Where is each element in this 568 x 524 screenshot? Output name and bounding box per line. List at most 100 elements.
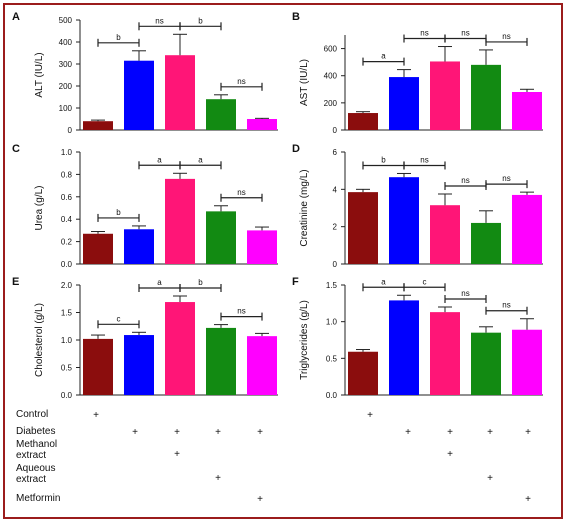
sig-label: b	[198, 278, 203, 287]
treatment-plus-mark: +	[487, 427, 493, 438]
panel-letter: A	[12, 11, 20, 23]
treatment-label-line: extract	[16, 474, 47, 485]
y-axis-label: Urea (g/L)	[34, 185, 45, 230]
treatment-plus-mark: +	[525, 427, 531, 438]
bar	[348, 192, 378, 264]
treatment-row-label: Methanol extract	[16, 439, 57, 461]
y-tick-label: 600	[324, 45, 338, 54]
y-tick-label: 1.0	[61, 148, 73, 157]
treatment-label-line: extract	[16, 450, 47, 461]
sig-label: a	[381, 277, 386, 286]
panel-letter: B	[292, 11, 300, 23]
bar	[247, 119, 277, 130]
sig-label: a	[198, 155, 203, 164]
bar	[512, 329, 542, 395]
bar	[124, 335, 154, 395]
sig-label: b	[116, 208, 121, 217]
treatment-label-line: Aqueous	[16, 463, 56, 474]
sig-label: b	[116, 33, 121, 42]
treatment-plus-mark: +	[525, 494, 531, 505]
y-tick-label: 0	[333, 126, 338, 135]
panel-letter: D	[292, 143, 300, 155]
treatment-row-label: Diabetes	[16, 426, 56, 437]
y-tick-label: 0.0	[61, 391, 73, 400]
y-tick-label: 6	[333, 148, 338, 157]
panel-f: F 0.0 0.5 1.0 1.5 Triglycerides (g/L) a c ns ns	[292, 276, 543, 400]
sig-label: a	[157, 278, 162, 287]
sig-label: ns	[502, 32, 510, 41]
bar	[206, 211, 236, 264]
y-tick-label: 0.8	[61, 170, 73, 179]
sig-label: c	[117, 314, 121, 323]
sig-label: ns	[155, 16, 163, 25]
y-tick-label: 300	[59, 60, 73, 69]
y-tick-label: 0.0	[61, 260, 73, 269]
y-tick-label: 2.0	[61, 281, 73, 290]
y-tick-label: 0.4	[61, 215, 73, 224]
treatment-label-line: Methanol	[16, 439, 58, 450]
bar	[83, 338, 113, 395]
treatment-plus-mark: +	[257, 494, 263, 505]
bar	[471, 64, 501, 130]
treatment-plus-mark: +	[93, 410, 99, 421]
y-axis-label: AST (IU/L)	[299, 59, 310, 106]
sig-label: ns	[420, 155, 428, 164]
bar	[430, 61, 460, 130]
bar	[83, 233, 113, 264]
y-tick-label: 0.2	[61, 238, 73, 247]
y-tick-label: 0.6	[61, 193, 73, 202]
bar	[389, 77, 419, 130]
sig-label: a	[381, 52, 386, 61]
y-tick-label: 200	[324, 99, 338, 108]
y-tick-label: 0.0	[326, 391, 338, 400]
y-tick-label: 1.0	[61, 336, 73, 345]
panel-a: A 0 100 200 300 400 500 ALT (IU/L) b ns b ns	[12, 11, 278, 135]
panel-letter: C	[12, 143, 20, 155]
sig-label: ns	[502, 301, 510, 310]
y-tick-label: 100	[59, 104, 73, 113]
y-tick-label: 400	[324, 72, 338, 81]
bar	[512, 194, 542, 264]
bar	[389, 300, 419, 395]
y-tick-label: 0.5	[326, 354, 338, 363]
bar	[165, 302, 195, 395]
y-axis-label: Triglycerides (g/L)	[299, 300, 310, 380]
y-axis-label: Creatinine (mg/L)	[299, 169, 310, 246]
panel-e: E 0.0 0.5 1.0 1.5 2.0 Cholesterol (g/L) c a b ns	[12, 276, 278, 400]
sig-label: ns	[461, 176, 469, 185]
y-tick-label: 0.5	[61, 364, 73, 373]
sig-label: ns	[461, 289, 469, 298]
bar	[348, 113, 378, 130]
treatment-plus-mark: +	[215, 427, 221, 438]
sig-label: c	[423, 277, 427, 286]
sig-label: b	[198, 16, 203, 25]
bar	[247, 336, 277, 395]
y-tick-label: 1.0	[326, 318, 338, 327]
panel-b: B 0 200 400 600 AST (IU/L) a ns ns ns	[292, 11, 543, 135]
y-tick-label: 0	[333, 260, 338, 269]
y-tick-label: 0	[68, 126, 73, 135]
panel-c: C 0.0 0.2 0.4 0.6 0.8 1.0 Urea (g/L) b a a ns	[12, 143, 278, 269]
y-tick-label: 1.5	[326, 281, 338, 290]
bar	[471, 332, 501, 395]
y-tick-label: 400	[59, 38, 73, 47]
y-tick-label: 4	[333, 185, 338, 194]
sig-label: ns	[237, 77, 245, 86]
bar	[206, 327, 236, 395]
y-axis-label: Cholesterol (g/L)	[34, 303, 45, 377]
treatment-row-label: Metformin	[16, 493, 61, 504]
treatment-plus-mark: +	[487, 473, 493, 484]
sig-label: ns	[502, 174, 510, 183]
treatment-plus-mark: +	[174, 427, 180, 438]
bar	[430, 312, 460, 395]
treatment-plus-mark: +	[132, 427, 138, 438]
treatment-plus-mark: +	[447, 449, 453, 460]
sig-label: b	[381, 155, 386, 164]
y-tick-label: 200	[59, 82, 73, 91]
panel-letter: F	[292, 276, 299, 288]
treatment-plus-mark: +	[447, 427, 453, 438]
bar	[165, 55, 195, 131]
sig-label: ns	[237, 188, 245, 197]
bar	[430, 205, 460, 264]
treatment-row-label: Aqueous extract	[16, 463, 55, 485]
